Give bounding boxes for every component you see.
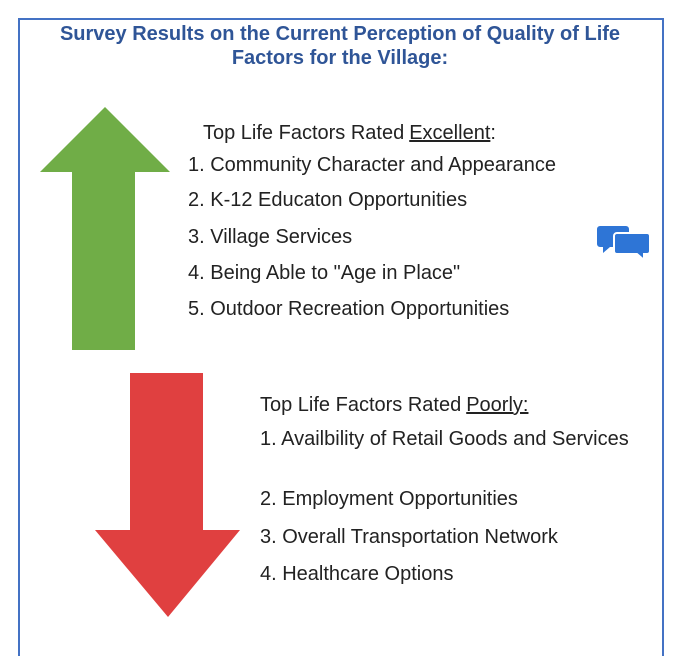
frame — [18, 18, 664, 656]
list-item: 1. Availbility of Retail Goods and Servi… — [260, 428, 629, 450]
down-arrow — [95, 373, 240, 617]
heading-suffix: : — [490, 122, 496, 144]
heading-emphasis: Excellent — [409, 122, 491, 144]
excellent-heading: Top Life Factors Rated Excellent: — [203, 121, 496, 145]
poorly-heading: Top Life Factors Rated Poorly: — [260, 393, 528, 417]
list-item: 3. Overall Transportation Network — [260, 526, 558, 548]
list-item: 4. Being Able to "Age in Place" — [188, 262, 461, 284]
up-arrow — [40, 107, 170, 350]
list-item: 5. Outdoor Recreation Opportunities — [188, 298, 510, 320]
list-item: 1. Community Character and Appearance — [188, 154, 556, 176]
heading-emphasis: Poorly: — [466, 394, 529, 416]
title: Survey Results on the Current Perception… — [59, 23, 621, 69]
chat-icon — [597, 226, 651, 263]
list-item: 4. Healthcare Options — [260, 563, 454, 585]
heading-lead: Top Life Factors Rated — [203, 122, 405, 144]
list-item: 2. Employment Opportunities — [260, 488, 518, 510]
list-item: 2. K-12 Educaton Opportunities — [188, 189, 468, 211]
list-item: 3. Village Services — [188, 226, 353, 248]
heading-lead: Top Life Factors Rated — [260, 394, 462, 416]
